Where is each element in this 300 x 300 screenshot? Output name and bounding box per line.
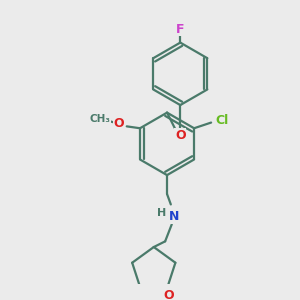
Text: O: O: [114, 117, 124, 130]
Text: O: O: [164, 289, 174, 300]
Text: N: N: [169, 210, 179, 223]
Text: CH₃: CH₃: [90, 114, 111, 124]
Text: O: O: [175, 129, 186, 142]
Text: Cl: Cl: [216, 114, 229, 127]
Text: F: F: [176, 23, 184, 36]
Text: H: H: [157, 208, 166, 218]
